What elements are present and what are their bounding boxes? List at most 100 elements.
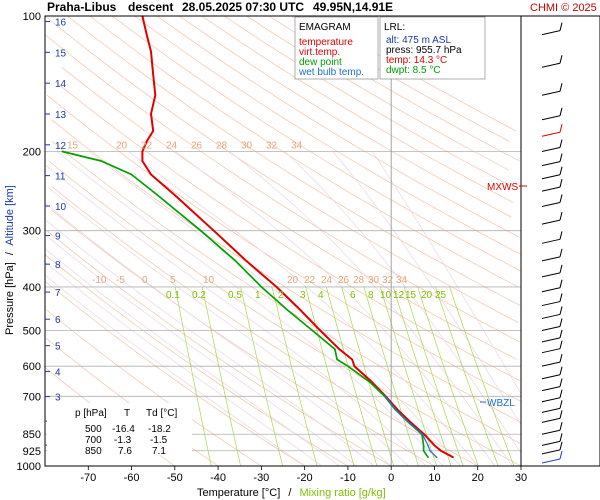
data-point <box>212 229 215 232</box>
sounding-datetime: 28.05.2025 07:30 UTC <box>182 0 304 14</box>
moist-adiabat <box>43 274 305 467</box>
data-point <box>440 449 442 452</box>
wind-barb-flag <box>559 153 563 162</box>
dry-adiabat-label: -10 <box>92 275 107 286</box>
wind-barb-flag <box>559 450 563 460</box>
dry-adiabat <box>55 81 523 383</box>
moist-adiabat <box>332 151 523 428</box>
dry-adiabat-label: 22 <box>141 140 153 151</box>
y-label-pressure: Pressure [hPa] <box>4 262 16 335</box>
altitude-tick-label: 10 <box>55 202 67 213</box>
data-point <box>423 433 425 436</box>
altitude-tick-label: 3 <box>55 393 61 404</box>
temperature-tick-label: -60 <box>124 472 140 484</box>
legend-title: EMAGRAM <box>299 22 351 33</box>
wind-barb-flag <box>559 318 563 327</box>
lrl-title: LRL: <box>384 22 405 33</box>
data-point <box>384 395 386 398</box>
wind-barb-flag <box>559 329 563 339</box>
wind-barb-shaft <box>541 440 561 446</box>
pressure-tick-label: 200 <box>23 146 41 158</box>
sounding-mode: descent <box>128 0 173 14</box>
altitude-tick-label: 14 <box>55 79 67 90</box>
data-point <box>353 365 356 367</box>
y-axis-label: Pressure [hPa] / Altitude [km] <box>4 185 16 335</box>
wind-barb-flag <box>559 293 563 302</box>
moist-adiabat <box>46 220 375 467</box>
mixing-ratio-label: 6 <box>350 290 356 301</box>
dry-adiabat-label: 34 <box>291 140 303 151</box>
dry-adiabat-label: 28 <box>353 275 365 286</box>
data-point <box>275 286 278 288</box>
dry-adiabat <box>48 160 522 467</box>
temperature-tick-label: 0 <box>388 472 394 484</box>
table-header-p: p [hPa] <box>75 408 107 419</box>
dry-adiabat <box>51 141 521 444</box>
wind-barb-shaft <box>541 449 561 455</box>
data-point <box>422 449 425 452</box>
data-point <box>141 150 144 153</box>
dry-adiabat-label: 32 <box>266 140 278 151</box>
data-point <box>347 365 349 367</box>
table-header-t: T <box>124 408 130 419</box>
wind-barb-flag <box>559 400 563 409</box>
moist-adiabat <box>47 186 409 467</box>
temperature-tick-label: -40 <box>210 472 226 484</box>
wind-barb-shaft <box>541 146 561 152</box>
wind-barb-flag <box>559 124 563 133</box>
x-label-temp: Temperature [°C] <box>197 487 280 499</box>
dry-adiabat <box>44 15 519 323</box>
wind-barb-flag <box>559 211 563 221</box>
data-point <box>234 260 237 262</box>
wind-barb-shaft <box>541 361 561 367</box>
dry-adiabat-label: 26 <box>338 275 350 286</box>
temperature-ticks: -70 -60 -50 -40 -30 -20 -10 0 10 20 30 <box>80 472 527 484</box>
pressure-tick-label: 600 <box>23 361 41 373</box>
temperature-tick-label: -70 <box>80 472 96 484</box>
data-point <box>156 194 159 196</box>
dry-adiabat <box>179 15 512 218</box>
data-point <box>286 309 289 311</box>
dry-adiabat-label: 28 <box>216 140 228 151</box>
data-point <box>141 160 144 162</box>
wind-barb-shaft <box>541 219 561 225</box>
data-point <box>150 50 152 53</box>
dry-adiabat-label: 0 <box>142 275 148 286</box>
data-point <box>319 329 322 332</box>
moist-adiabat <box>372 151 523 397</box>
pressure-tick-label: 300 <box>23 226 41 238</box>
wind-barb-flag <box>559 340 563 349</box>
table-row-t: 7.6 <box>118 446 132 457</box>
data-point <box>408 421 410 424</box>
altitude-tick-label: 7 <box>55 288 61 299</box>
dry-adiabat <box>46 94 522 403</box>
pressure-ticks: 100 200 300 400 500 600 700 850 925 1000 <box>17 11 41 473</box>
wind-barb-shaft <box>541 429 561 435</box>
mixing-ratio-label: 0.5 <box>228 290 242 301</box>
data-point <box>427 444 429 447</box>
data-point <box>409 421 412 424</box>
table-header-td: Td [°C] <box>146 408 177 419</box>
dry-adiabat <box>44 34 520 343</box>
moist-adiabat <box>43 233 357 467</box>
altitude-tick-label: 4 <box>55 367 61 378</box>
data-point <box>100 160 103 162</box>
moist-adiabat <box>44 202 392 467</box>
mixing-ratio-label: 15 <box>405 290 417 301</box>
data-point <box>61 150 64 153</box>
mxws-label: MXWS <box>487 182 518 193</box>
wind-barb-flag <box>559 248 563 257</box>
lrl-altitude: alt: 475 m ASL <box>386 35 451 46</box>
wind-barb-flag <box>559 378 563 387</box>
temperature-tick-label: 10 <box>428 472 440 484</box>
table-row-t: -16.4 <box>112 424 135 435</box>
moist-adiabats <box>43 151 523 467</box>
dry-adiabat-label: 26 <box>191 140 203 151</box>
dry-adiabat <box>51 119 522 423</box>
table-row-t: -1.3 <box>114 435 132 446</box>
table-row-p: 500 <box>85 424 102 435</box>
wind-barb-flag <box>559 441 563 451</box>
data-point <box>422 444 425 447</box>
wind-barb-flag <box>559 231 563 240</box>
temperature-tick-label: -30 <box>253 472 269 484</box>
